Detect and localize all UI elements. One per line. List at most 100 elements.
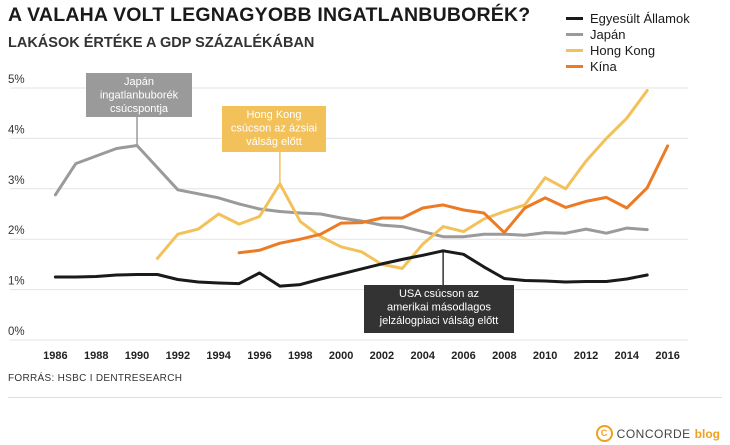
x-tick-label: 2004: [410, 350, 435, 362]
data-point-usa: [298, 283, 302, 286]
data-point-japan: [196, 192, 200, 196]
data-point-china: [360, 221, 363, 224]
legend-swatch-china: [566, 64, 583, 68]
x-tick-label: 2012: [574, 350, 598, 362]
chart-subtitle: LAKÁSOK ÉRTÉKE A GDP SZÁZALÉKÁBAN: [8, 35, 315, 51]
data-point-china: [278, 241, 282, 245]
data-point-usa: [645, 273, 649, 277]
data-point-japan: [94, 154, 98, 158]
data-point-usa: [115, 273, 118, 277]
data-point-japan: [237, 202, 241, 206]
data-point-japan: [543, 231, 547, 234]
y-tick-label: 2%: [8, 225, 25, 237]
x-tick-label: 1988: [84, 350, 108, 362]
data-point-japan: [380, 223, 384, 227]
legend-label-hongkong: Hong Kong: [590, 42, 656, 58]
data-point-hongkong: [462, 230, 465, 233]
x-tick-label: 1994: [206, 350, 231, 362]
data-point-china: [298, 237, 302, 241]
y-tick-label: 0%: [8, 326, 25, 338]
data-point-usa: [135, 273, 139, 276]
data-point-japan: [135, 144, 139, 147]
data-point-japan: [54, 193, 57, 197]
data-point-china: [523, 206, 527, 210]
data-point-hongkong: [258, 215, 261, 218]
data-point-usa: [278, 284, 282, 288]
data-point-china: [503, 231, 506, 234]
data-point-japan: [319, 212, 322, 216]
x-tick-label: 2014: [615, 350, 640, 362]
data-point-japan: [421, 230, 425, 233]
data-point-usa: [360, 267, 363, 271]
data-point-usa: [319, 277, 322, 281]
data-point-hongkong: [645, 89, 649, 92]
x-tick-label: 2002: [370, 350, 394, 362]
data-point-japan: [217, 196, 220, 200]
footer-divider: [8, 397, 722, 398]
data-point-japan: [258, 207, 261, 211]
data-point-hongkong: [482, 217, 486, 221]
data-point-hongkong: [319, 235, 322, 238]
data-point-japan: [625, 226, 629, 230]
legend-item-japan: Japán: [566, 26, 690, 42]
y-tick-label: 3%: [8, 175, 25, 187]
data-point-hongkong: [237, 222, 241, 226]
x-tick-label: 1986: [43, 350, 67, 362]
series-line-japan: [53, 144, 649, 239]
data-point-usa: [54, 275, 57, 279]
data-point-usa: [421, 254, 425, 257]
data-point-japan: [441, 235, 445, 238]
data-point-japan: [584, 227, 588, 231]
data-point-japan: [156, 166, 159, 169]
data-point-china: [666, 144, 669, 148]
data-point-usa: [237, 282, 241, 285]
data-point-hongkong: [503, 210, 506, 213]
data-point-japan: [115, 147, 118, 150]
legend-item-china: Kína: [566, 58, 690, 74]
annotation-label: Hong Kong csúcson az ázsiai válság előtt: [231, 109, 317, 148]
data-point-china: [605, 196, 608, 199]
chart-plot: 0% 1% 2% 3% 4% 5% 1986 1988 1990 1992 1994 1996 1998…: [8, 73, 688, 362]
data-point-usa: [605, 280, 608, 283]
data-point-japan: [339, 216, 343, 220]
x-tick-label: 2000: [329, 350, 353, 362]
x-tick-label: 2016: [655, 350, 679, 362]
legend-label-china: Kína: [590, 58, 617, 74]
brand-logo[interactable]: C CONCORDE blog: [595, 425, 720, 442]
data-point-japan: [482, 232, 486, 236]
legend-swatch-hongkong: [566, 48, 583, 52]
data-point-hongkong: [441, 225, 445, 228]
data-point-china: [543, 196, 547, 200]
data-point-hongkong: [605, 137, 608, 140]
data-point-usa: [258, 271, 261, 275]
data-point-hongkong: [401, 267, 404, 270]
data-point-hongkong: [298, 220, 302, 223]
annotation-box: [364, 285, 514, 333]
data-point-usa: [564, 280, 567, 284]
data-point-hongkong: [217, 212, 220, 216]
data-point-china: [339, 221, 343, 225]
concorde-logo-icon: C: [595, 425, 613, 442]
data-point-china: [441, 203, 445, 207]
data-point-japan: [523, 233, 527, 237]
x-tick-label: 1990: [125, 350, 149, 362]
x-tick-label: 2008: [492, 350, 516, 362]
x-tick-label: 1996: [247, 350, 271, 362]
data-point-usa: [176, 278, 180, 281]
legend-swatch-usa: [566, 16, 583, 20]
data-point-usa: [339, 272, 343, 276]
x-tick-label: 2010: [533, 350, 557, 362]
data-point-hongkong: [278, 182, 282, 186]
data-point-hongkong: [564, 187, 567, 191]
data-point-china: [258, 248, 261, 252]
data-point-japan: [605, 231, 608, 235]
data-point-china: [401, 216, 404, 220]
data-point-china: [584, 200, 588, 203]
x-tick-label: 2006: [451, 350, 475, 362]
annotation-box: [86, 73, 192, 117]
chart-title: A VALAHA VOLT LEGNAGYOBB INGATLANBUBORÉK…: [8, 4, 531, 26]
annotation-label: USA csúcson az amerikai másodlagos jelzálo…: [379, 288, 499, 327]
data-point-usa: [156, 273, 159, 276]
data-point-japan: [176, 188, 180, 192]
data-point-japan: [462, 235, 465, 238]
